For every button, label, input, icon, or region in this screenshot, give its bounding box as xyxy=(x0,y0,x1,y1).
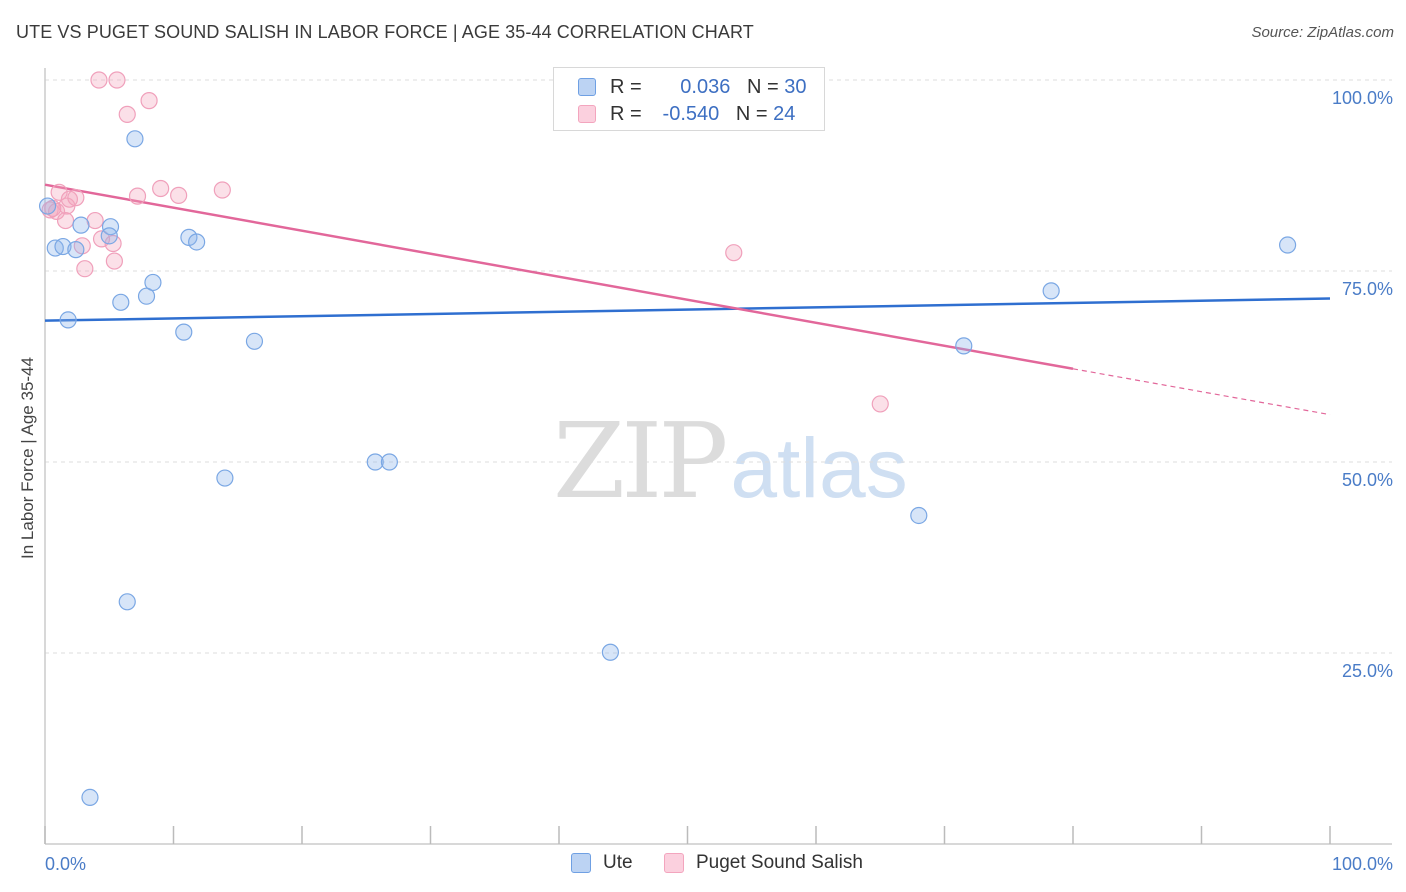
ute-r-value: 0.036 xyxy=(680,75,731,98)
ute-point xyxy=(126,130,144,148)
y-axis-label: In Labor Force | Age 35-44 xyxy=(18,357,37,559)
axes xyxy=(44,68,1392,845)
ute-point xyxy=(59,311,77,329)
ute-point xyxy=(144,273,162,292)
ute-point xyxy=(137,287,156,305)
salish-trend-extension xyxy=(1072,368,1331,416)
bottom-legend: Ute Puget Sound Salish xyxy=(0,852,1406,878)
salish-point xyxy=(118,105,136,123)
gridlines xyxy=(45,79,1392,654)
ute-point xyxy=(175,323,193,341)
ute-legend-swatch xyxy=(571,853,591,873)
ute-trend-line xyxy=(44,297,1331,322)
ute-n-label: N = xyxy=(747,75,779,98)
salish-point xyxy=(871,395,889,413)
ute-n-value: 30 xyxy=(784,75,807,98)
salish-r-value: -0.540 xyxy=(662,102,720,125)
salish-point xyxy=(170,186,188,204)
legend-row-ute: R = 0.036 N = 30 xyxy=(578,74,807,100)
y-tick-label-75: 75.0% xyxy=(1342,279,1393,299)
ute-point xyxy=(188,233,206,251)
salish-legend-swatch xyxy=(664,853,684,873)
ute-point xyxy=(81,788,99,806)
ute-point xyxy=(601,643,620,661)
ute-point xyxy=(366,453,384,471)
salish-r-label: R = xyxy=(610,102,642,125)
salish-point xyxy=(128,187,147,205)
zipatlas-watermark: ZIPatlas xyxy=(553,400,908,522)
tick-labels: 25.0% 50.0% 75.0% 100.0% 0.0% 100.0% xyxy=(45,88,1393,874)
ute-point xyxy=(1042,282,1060,300)
salish-trend-line xyxy=(44,183,1074,371)
salish-point xyxy=(60,190,79,208)
salish-n-label: N = xyxy=(735,102,768,125)
ute-point xyxy=(101,218,120,236)
salish-point xyxy=(76,260,94,278)
watermark-atlas: atlas xyxy=(730,421,908,515)
salish-point xyxy=(725,244,743,262)
ute-point xyxy=(72,216,90,234)
ute-points xyxy=(38,71,1297,806)
salish-point xyxy=(90,71,108,89)
salish-n-value: 24 xyxy=(773,102,796,125)
salish-point xyxy=(152,179,170,198)
y-tick-label-25: 25.0% xyxy=(1342,661,1393,681)
source-credit: Source: ZipAtlas.com xyxy=(1251,24,1394,41)
ute-point xyxy=(380,453,398,471)
watermark-zip: ZIP xyxy=(553,400,728,522)
ute-point xyxy=(955,337,973,355)
salish-point xyxy=(105,252,123,270)
ute-point xyxy=(216,469,234,487)
x-tick-label-max: 100.0% xyxy=(1332,854,1393,874)
salish-point xyxy=(213,181,231,199)
ute-point xyxy=(38,197,57,215)
ute-point xyxy=(1278,236,1297,254)
ute-swatch xyxy=(578,78,596,96)
salish-point xyxy=(140,92,158,110)
salish-swatch xyxy=(578,105,596,123)
trend-lines xyxy=(44,183,1331,416)
ute-point xyxy=(245,332,264,350)
salish-point xyxy=(56,211,75,230)
y-tick-label-100: 100.0% xyxy=(1332,88,1393,108)
chart-title: UTE VS PUGET SOUND SALISH IN LABOR FORCE… xyxy=(16,22,754,42)
legend-item-ute[interactable]: Ute xyxy=(571,852,633,874)
ute-point xyxy=(100,227,118,245)
salish-point xyxy=(67,189,85,207)
x-tick-label-min: 0.0% xyxy=(45,854,86,874)
ute-legend-label: Ute xyxy=(603,852,633,873)
salish-legend-label: Puget Sound Salish xyxy=(696,852,863,873)
ute-point xyxy=(67,241,85,259)
y-tick-label-50: 50.0% xyxy=(1342,470,1393,490)
ute-point xyxy=(112,293,130,311)
legend-row-salish: R = -0.540 N = 24 xyxy=(578,101,795,127)
salish-point xyxy=(50,183,68,201)
ute-point xyxy=(54,237,72,256)
ute-point xyxy=(118,593,136,611)
legend-item-salish[interactable]: Puget Sound Salish xyxy=(664,852,863,874)
ute-point xyxy=(910,506,928,525)
salish-points xyxy=(41,71,889,413)
ute-r-label: R = xyxy=(610,75,642,98)
correlation-legend: R = 0.036 N = 30 R = -0.540 N = 24 xyxy=(553,67,825,131)
salish-point xyxy=(108,71,126,89)
